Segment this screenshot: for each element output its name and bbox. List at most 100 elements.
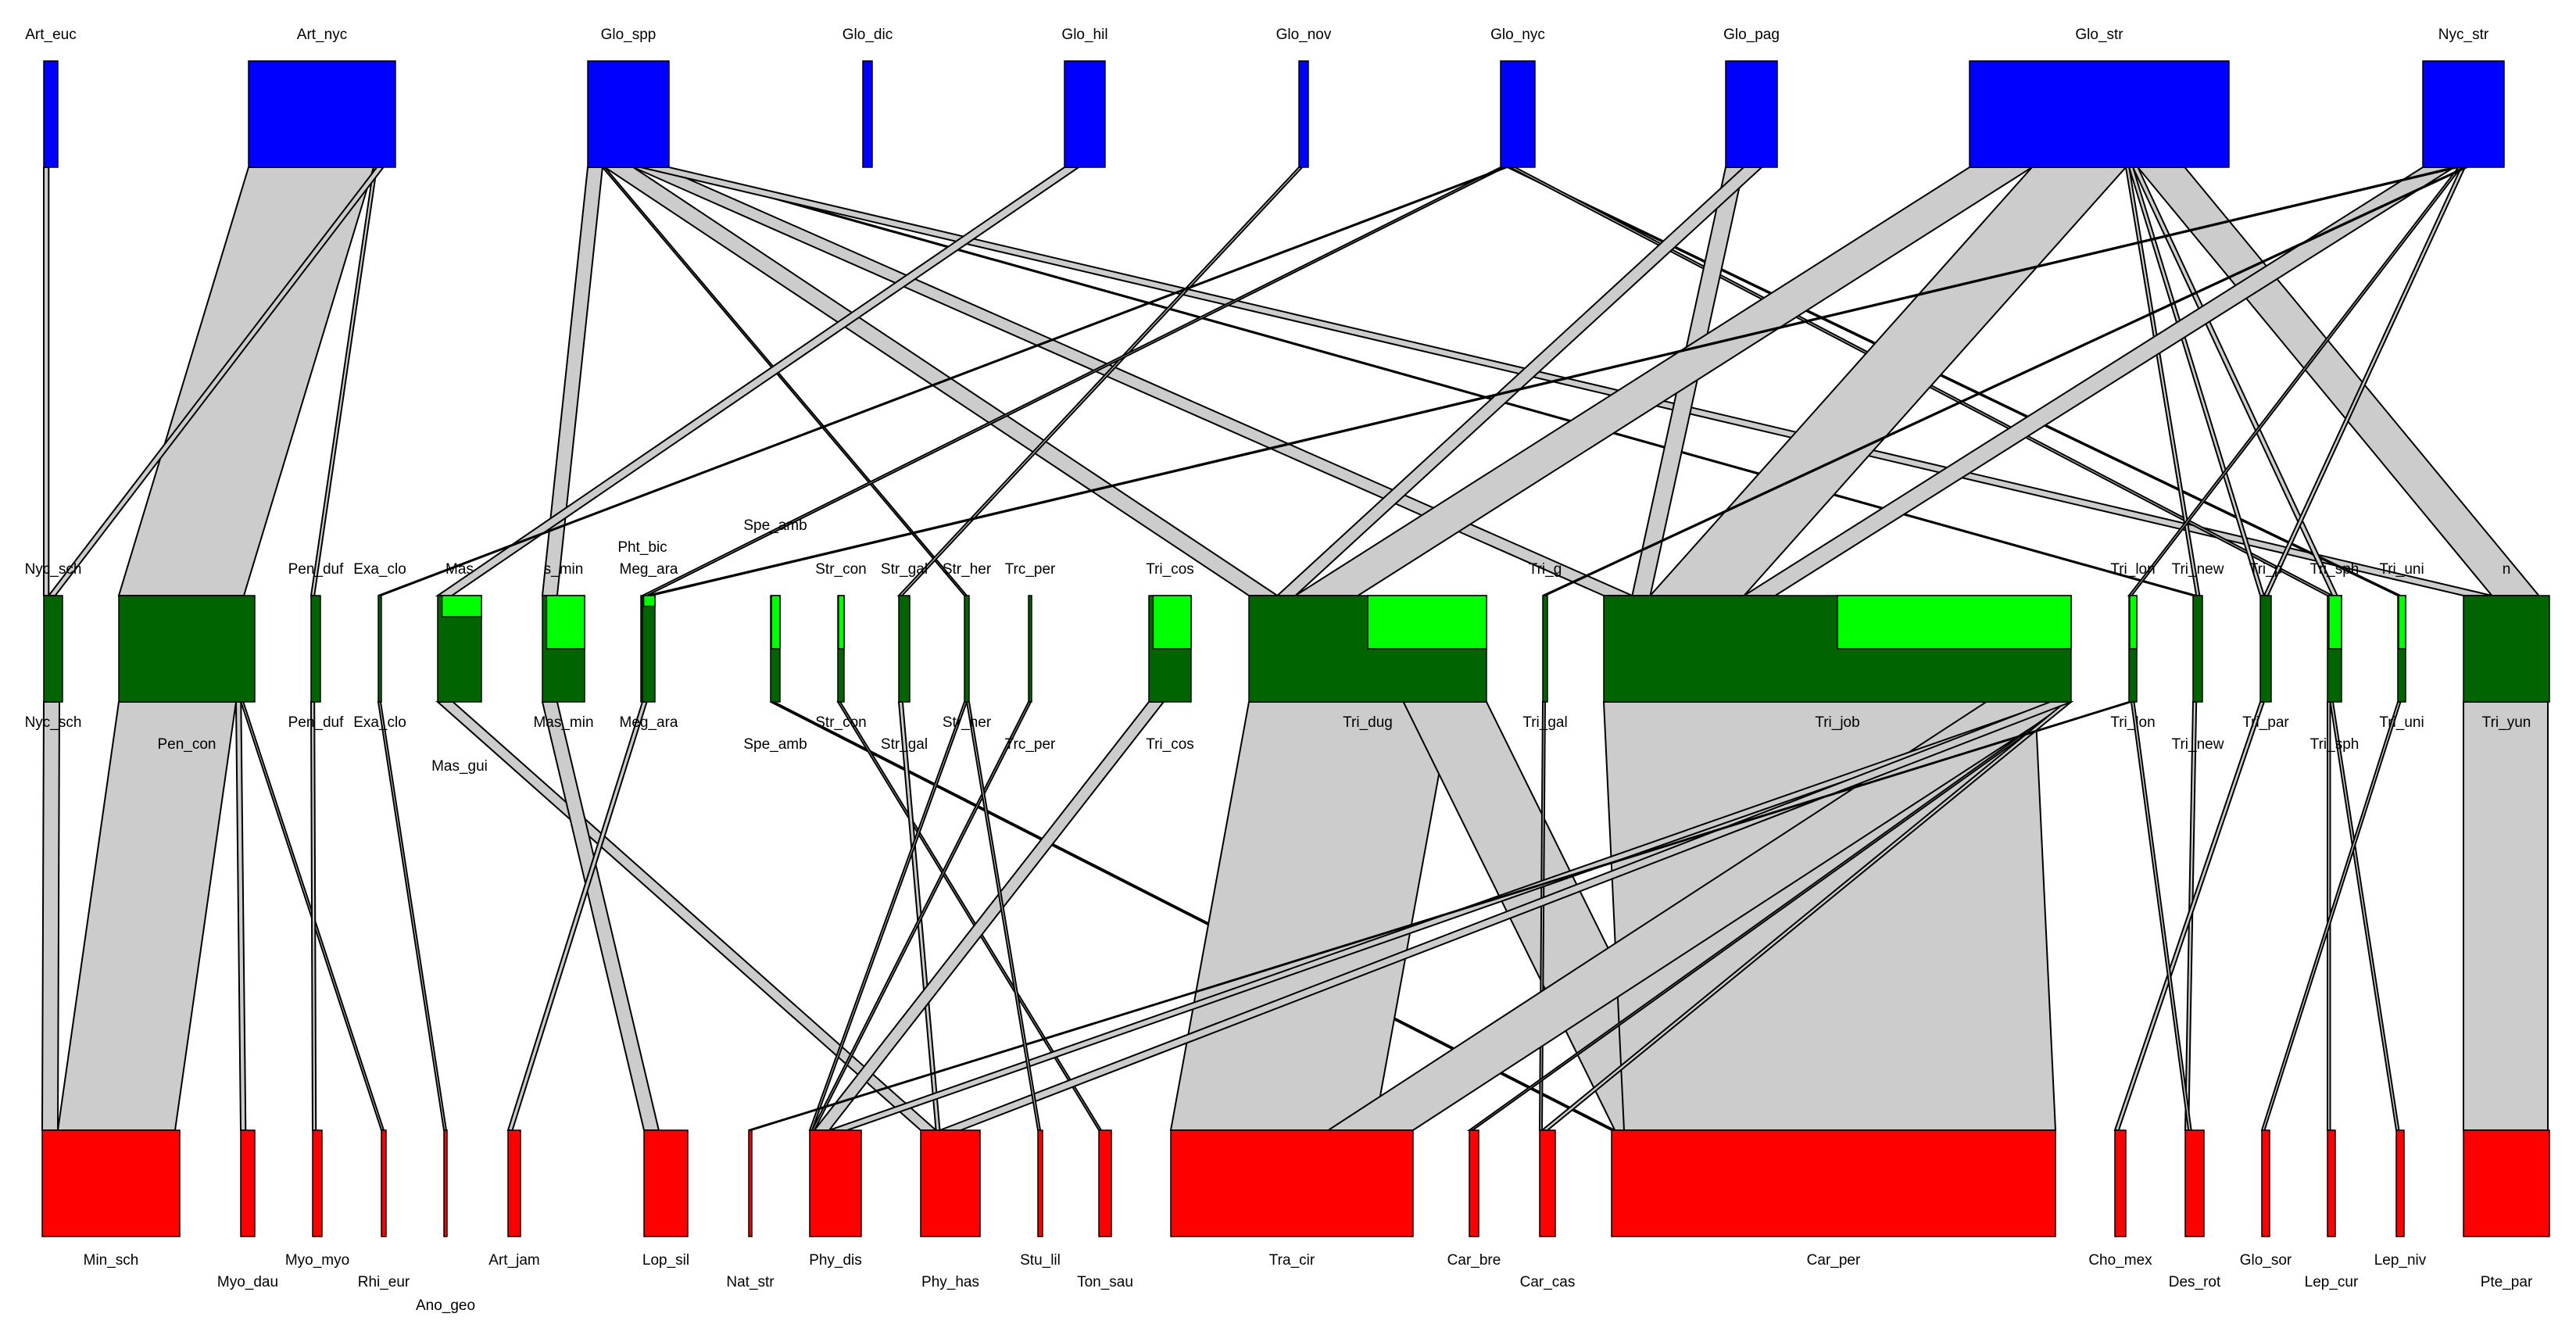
bottom-node-Stu_lil [1037, 1129, 1043, 1237]
middle-upper-label-Str_con: Str_con [815, 561, 866, 578]
middle-lower-label-Mas_min: Mas_min [533, 714, 593, 731]
middle-lower-label-Tri_new: Tri_new [2172, 736, 2224, 753]
bottom-label-Car_cas: Car_cas [1520, 1274, 1576, 1290]
bottom-label-Car_bre: Car_bre [1447, 1252, 1501, 1269]
top-node-Art_nyc [248, 60, 396, 168]
middle-upper-label-Mas_gui: Mas [445, 561, 474, 578]
middle-upper-label-Str_gal: Str_gal [881, 561, 928, 578]
middle-node-Tri_gal [1542, 595, 1548, 703]
bottom-node-Lop_sil [643, 1129, 689, 1237]
lower-link-Pen_con-Myo_dau [234, 701, 247, 1131]
top-node-Glo_spp [587, 60, 670, 168]
middle-node-Tri_yun [2463, 595, 2550, 703]
middle-lower-label-Str_gal: Str_gal [881, 736, 928, 753]
upper-links-layer [43, 166, 2541, 596]
top-label-Glo_str: Glo_str [2075, 27, 2123, 43]
top-node-Glo_nyc [1500, 60, 1536, 168]
top-label-Glo_spp: Glo_spp [601, 27, 657, 43]
bottom-label-Tra_cir: Tra_cir [1269, 1252, 1315, 1269]
bottom-label-Art_jam: Art_jam [488, 1252, 539, 1269]
bottom-node-Car_cas [1539, 1129, 1556, 1237]
bottom-label-Lop_sil: Lop_sil [642, 1252, 689, 1269]
middle-lower-label-Tri_lon: Tri_lon [2110, 714, 2155, 731]
top-node-Glo_hil [1064, 60, 1106, 168]
lower-links-layer [41, 701, 2549, 1131]
middle-upper-label-Tri_yun: n [2503, 561, 2511, 578]
bottom-node-Myo_myo [312, 1129, 323, 1237]
bottom-node-Cho_mex [2114, 1129, 2127, 1237]
top-label-Glo_hil: Glo_hil [1061, 27, 1107, 43]
bottom-label-Car_per: Car_per [1807, 1252, 1861, 1269]
lower-link-Nyc_sch-Min_sch [41, 701, 61, 1131]
lower-link-Str_gal-Phy_has [897, 701, 941, 1131]
middle-upper-label-Mas_min: s_min [544, 561, 584, 578]
lower-link-Str_her-Phy_dis [808, 701, 968, 1131]
bottom-node-Phy_has [920, 1129, 981, 1237]
middle-node-highlight-Tri_uni [2398, 595, 2406, 650]
middle-upper-label-Pht_bic: Pht_bic [617, 539, 667, 556]
lower-link-Tri_sph-Lep_niv [2329, 701, 2400, 1131]
bottom-node-Car_per [1611, 1129, 2056, 1237]
middle-lower-label-Mas_gui: Mas_gui [431, 758, 488, 775]
bottom-node-Des_rot [2184, 1129, 2205, 1237]
middle-node-highlight-Tri_cos [1152, 595, 1192, 650]
bottom-node-Ano_geo [443, 1129, 448, 1237]
middle-node-highlight-Mas_gui [441, 595, 482, 617]
middle-lower-label-Nyc_sch: Nyc_sch [25, 714, 82, 731]
middle-node-highlight-Str_con [838, 595, 845, 650]
lower-link-Tri_gal-Car_cas [1538, 701, 1547, 1131]
middle-node-Nyc_sch [43, 595, 63, 703]
middle-lower-label-Tri_gal: Tri_gal [1522, 714, 1567, 731]
middle-upper-label-Pen_duf: Pen_duf [288, 561, 345, 578]
middle-upper-label-Tri_sph: Tri_sph [2310, 561, 2360, 578]
lower-link-Pen_duf-Myo_myo [309, 701, 317, 1131]
bottom-node-Art_jam [507, 1129, 521, 1237]
middle-lower-label-Tri_sph: Tri_sph [2310, 736, 2360, 753]
middle-upper-label-Tri_uni: Tri_uni [2379, 561, 2424, 578]
middle-upper-label-Str_her: Str_her [943, 561, 992, 578]
lower-link-Meg_ara-Art_jam [506, 701, 648, 1131]
middle-lower-label-Tri_par: Tri_par [2242, 714, 2289, 731]
bottom-node-Myo_dau [240, 1129, 256, 1237]
bottom-label-Phy_has: Phy_has [921, 1274, 979, 1290]
middle-node-Meg_ara [642, 595, 656, 703]
middle-lower-label-Pen_duf: Pen_duf [288, 714, 345, 731]
top-label-Art_euc: Art_euc [25, 27, 76, 43]
middle-lower-label-Exa_clo: Exa_clo [353, 714, 406, 731]
bottom-label-Nat_str: Nat_str [726, 1274, 775, 1290]
bottom-label-Lep_niv: Lep_niv [2374, 1252, 2427, 1269]
lower-link-Tri_yun-Pte_par [2463, 701, 2549, 1131]
bottom-label-Myo_dau: Myo_dau [217, 1274, 278, 1290]
top-label-Glo_dic: Glo_dic [843, 27, 893, 43]
bottom-label-Min_sch: Min_sch [84, 1252, 139, 1269]
bottom-node-Min_sch [41, 1129, 181, 1237]
lower-link-Mas_min-Lop_sil [541, 701, 660, 1131]
upper-link-Art_nyc-Pen_con [117, 166, 375, 596]
middle-node-Tri_par [2259, 595, 2272, 703]
middle-lower-label-Meg_ara: Meg_ara [620, 714, 678, 731]
middle-lower-label-Spe_amb: Spe_amb [743, 736, 807, 753]
middle-lower-label-Tri_dug: Tri_dug [1343, 714, 1393, 731]
node-labels: Art_euc Art_nyc Glo_spp Glo_dic Glo_hil Glo_n… [25, 27, 2533, 1314]
middle-lower-label-Tri_yun: Tri_yun [2482, 714, 2531, 731]
middle-upper-label-Tri_gal: Tri_g [1529, 561, 1562, 578]
bottom-node-Tra_cir [1170, 1129, 1414, 1237]
top-node-Glo_dic [862, 60, 873, 168]
middle-upper-label-Nyc_sch: Nyc_sch [25, 561, 82, 578]
bottom-label-Stu_lil: Stu_lil [1020, 1252, 1061, 1269]
middle-node-Trc_per [1028, 595, 1032, 703]
bottom-node-Rhi_eur [381, 1129, 387, 1237]
middle-lower-label-Tri_uni: Tri_uni [2379, 714, 2424, 731]
bottom-label-Ano_geo: Ano_geo [416, 1297, 475, 1314]
middle-node-Pen_duf [310, 595, 321, 703]
bottom-label-Phy_dis: Phy_dis [809, 1252, 862, 1269]
upper-link-Art_euc-Nyc_sch [43, 166, 50, 596]
top-node-Art_euc [43, 60, 59, 168]
middle-node-highlight-Tri_lon [2129, 595, 2138, 650]
middle-node-Str_gal [898, 595, 911, 703]
middle-upper-label-Trc_per: Trc_per [1005, 561, 1056, 578]
middle-lower-label-Tri_cos: Tri_cos [1146, 736, 1194, 753]
middle-upper-label-Spe_amb: Spe_amb [743, 517, 807, 534]
bottom-node-Pte_par [2463, 1129, 2550, 1237]
